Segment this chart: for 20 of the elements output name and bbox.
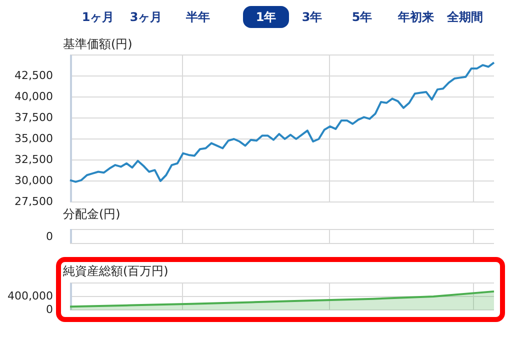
y-tick-label: 37,500 — [14, 110, 53, 124]
text: 1ヶ月 — [80, 9, 116, 26]
y-tick-label: 35,000 — [14, 132, 53, 145]
y-axis-title: 純資産総額(百万円) — [63, 263, 168, 279]
y-tick-label: 400,000 — [8, 289, 53, 302]
y-tick-label: 27,500 — [14, 194, 53, 208]
text: 年初来 — [396, 9, 435, 26]
text: 分配金(円) — [63, 206, 120, 222]
text: 5年 — [350, 9, 374, 26]
text: 半年 — [185, 9, 211, 26]
y-tick-label: 40,000 — [14, 90, 53, 103]
y-axis-title: 基準価額(円) — [63, 36, 132, 52]
text: 3年 — [300, 9, 324, 26]
y-tick-label: 30,000 — [14, 174, 53, 187]
y-tick-label: 32,500 — [14, 152, 53, 166]
text: 1年 — [243, 6, 289, 28]
text: 全期間 — [446, 9, 484, 26]
y-tick-label: 42,500 — [14, 68, 53, 82]
y-tick-label: 0 — [46, 302, 53, 316]
text: 3ヶ月 — [128, 9, 164, 26]
